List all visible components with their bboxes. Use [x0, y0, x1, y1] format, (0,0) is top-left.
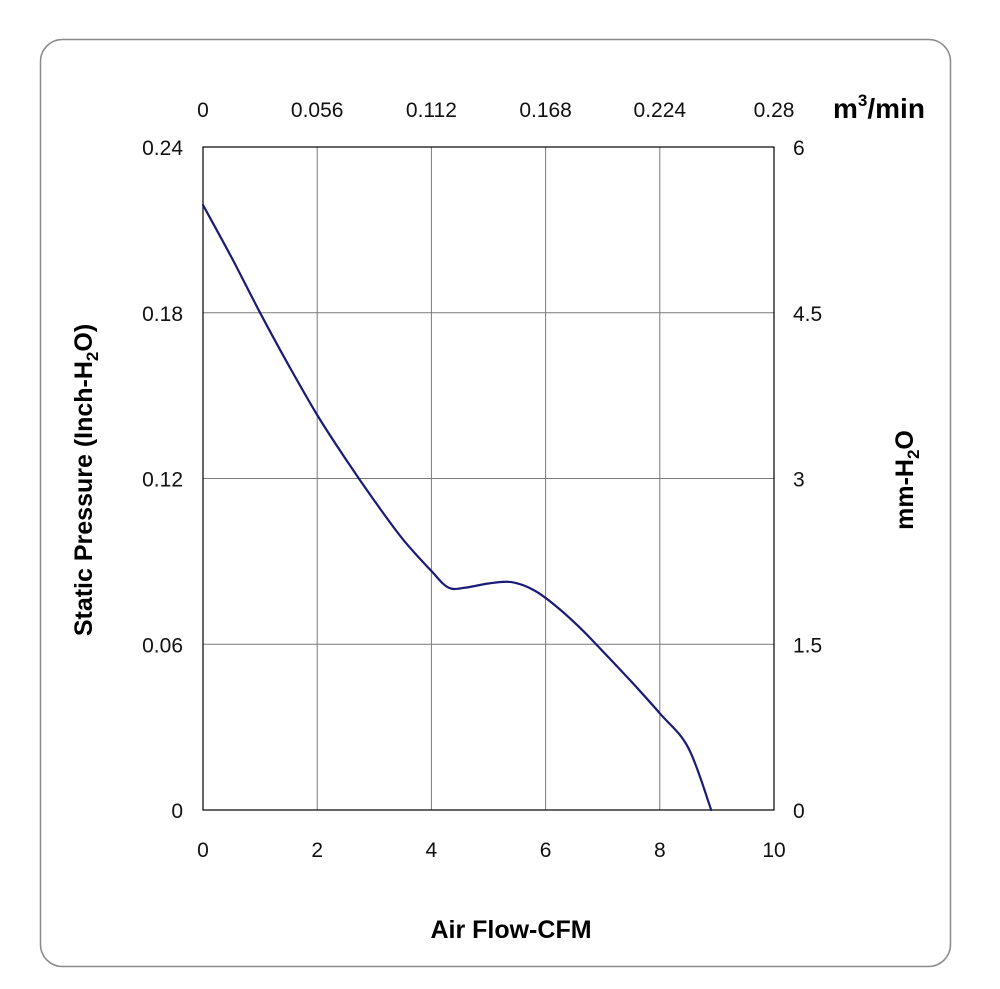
y-tick-label: 0.18 [142, 303, 183, 326]
y2-tick-label: 3 [793, 469, 805, 492]
y-tick-label: 0.24 [142, 137, 183, 160]
y-tick-labels: 0 0.06 0.12 0.18 0.24 [142, 137, 183, 823]
x2-tick-label: 0.056 [291, 99, 344, 122]
x-tick-label: 8 [654, 839, 666, 862]
x2-tick-label: 0.28 [754, 99, 795, 122]
y-tick-label: 0 [171, 800, 183, 823]
y-tick-label: 0.12 [142, 469, 183, 492]
x2-tick-label: 0.112 [406, 99, 457, 122]
curve-layer [201, 203, 713, 812]
x2-axis-title: m3/min [833, 91, 925, 124]
y2-axis-title: mm-H2O [891, 430, 923, 530]
x2-tick-label: 0.224 [634, 99, 687, 122]
x2-tick-label: 0.168 [519, 99, 572, 122]
y2-tick-label: 4.5 [793, 303, 822, 326]
x2-tick-labels: 0 0.056 0.112 0.168 0.224 0.28 [197, 99, 794, 122]
y2-tick-label: 6 [793, 137, 805, 160]
x2-tick-label: 0 [197, 99, 209, 122]
plot-area-border [202, 146, 775, 811]
y2-tick-labels: 0 1.5 3 4.5 6 [793, 137, 822, 823]
y2-tick-label: 0 [793, 800, 805, 823]
chart-frame [39, 38, 952, 968]
x-tick-label: 0 [197, 839, 209, 862]
grid-lines [203, 147, 774, 810]
x-tick-labels: 0 2 4 6 8 10 [197, 839, 786, 862]
pressure-curve-line [201, 203, 713, 812]
y-axis-title: Static Pressure (Inch-H2O) [70, 324, 102, 636]
x-axis-title: Air Flow-CFM [430, 916, 591, 944]
x-tick-label: 6 [540, 839, 552, 862]
y2-tick-label: 1.5 [793, 634, 822, 657]
y-tick-label: 0.06 [142, 634, 183, 657]
x-tick-label: 2 [311, 839, 323, 862]
x-tick-label: 10 [762, 839, 785, 862]
x-tick-label: 4 [426, 839, 438, 862]
